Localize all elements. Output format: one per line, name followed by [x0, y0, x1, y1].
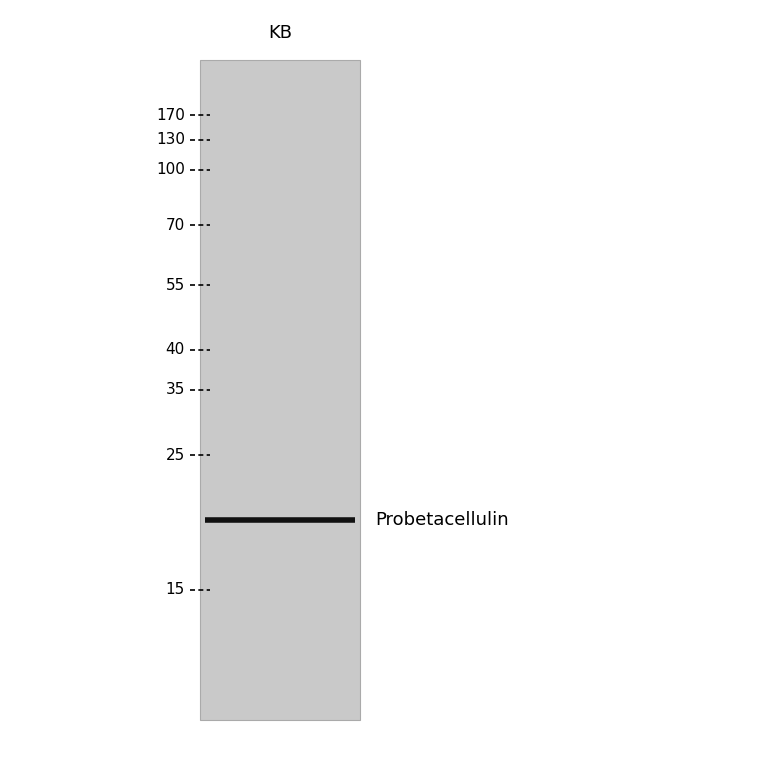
Text: 15: 15 — [166, 582, 185, 597]
Text: 25: 25 — [166, 448, 185, 462]
Text: 130: 130 — [156, 132, 185, 147]
Text: KB: KB — [268, 24, 292, 42]
Text: 55: 55 — [166, 277, 185, 293]
Bar — [200, 60, 360, 720]
Text: 170: 170 — [156, 108, 185, 122]
Text: 35: 35 — [166, 383, 185, 397]
Text: 40: 40 — [166, 342, 185, 358]
Text: 100: 100 — [156, 163, 185, 177]
Text: 70: 70 — [166, 218, 185, 232]
Text: Probetacellulin: Probetacellulin — [375, 511, 509, 529]
